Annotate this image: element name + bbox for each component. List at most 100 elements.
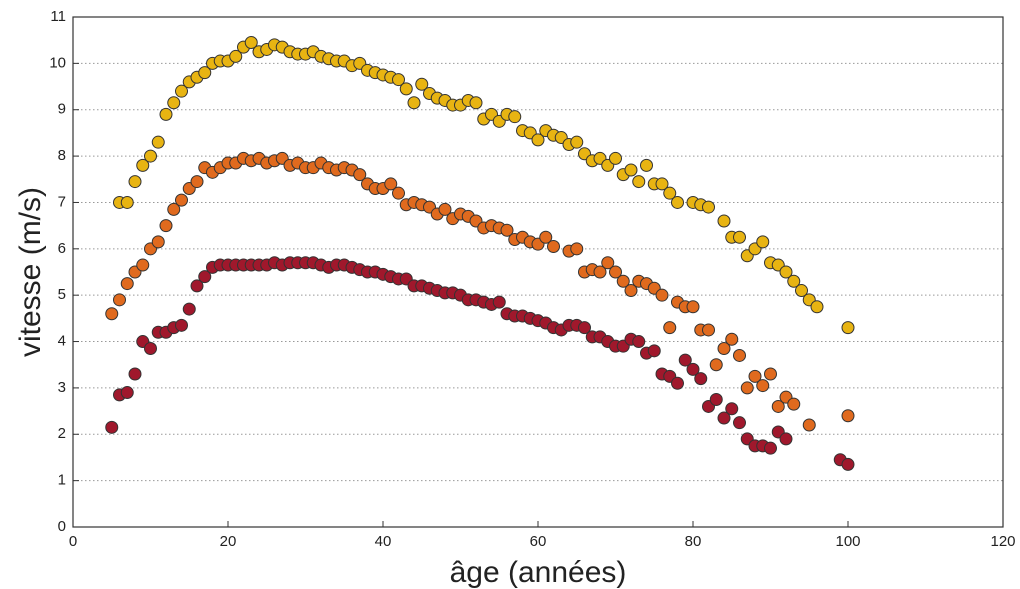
data-point	[779, 265, 793, 279]
data-point	[717, 342, 731, 355]
x-axis-label: âge (années)	[450, 556, 627, 589]
data-point	[384, 177, 398, 191]
data-point	[136, 158, 150, 172]
y-tick-label: 4	[58, 333, 66, 350]
data-point	[229, 49, 243, 63]
x-tick-label: 80	[685, 533, 702, 550]
data-point	[748, 369, 762, 383]
y-tick-label: 0	[58, 518, 66, 535]
data-point	[105, 420, 119, 434]
data-point	[810, 300, 824, 314]
data-point	[128, 175, 142, 189]
data-point	[438, 202, 452, 216]
data-point	[725, 332, 739, 346]
data-point	[841, 409, 855, 423]
data-point	[167, 202, 181, 216]
data-point	[787, 274, 801, 288]
y-tick-label: 7	[58, 193, 66, 210]
data-point	[136, 258, 150, 272]
data-point	[764, 441, 777, 455]
data-point	[709, 358, 723, 372]
data-point	[120, 277, 134, 291]
y-tick-label: 2	[58, 425, 66, 442]
data-point	[570, 135, 584, 149]
data-point	[756, 235, 770, 249]
y-tick-label: 10	[49, 54, 66, 71]
data-point	[244, 36, 258, 49]
data-point	[671, 195, 684, 209]
data-point	[694, 372, 708, 386]
x-tick-label: 0	[69, 533, 77, 550]
data-point	[601, 256, 615, 270]
data-point	[632, 335, 646, 349]
data-point	[740, 381, 754, 395]
data-point	[795, 284, 808, 298]
data-point	[640, 158, 653, 172]
y-tick-label: 9	[58, 101, 66, 118]
data-point	[678, 353, 692, 367]
data-point	[144, 342, 157, 355]
x-tick-label: 40	[375, 533, 392, 550]
data-point	[175, 84, 188, 98]
data-point	[663, 321, 677, 335]
data-point	[702, 323, 715, 337]
data-point	[392, 73, 405, 87]
data-point	[733, 230, 746, 244]
y-tick-label: 3	[58, 379, 66, 396]
data-point	[198, 66, 212, 80]
data-point	[159, 219, 173, 233]
data-point	[547, 240, 560, 253]
data-point	[190, 175, 204, 189]
data-point	[120, 386, 134, 400]
data-point	[182, 302, 196, 316]
data-point	[593, 265, 607, 279]
data-point	[159, 107, 173, 121]
y-tick-label: 5	[58, 286, 66, 303]
data-point	[508, 110, 522, 124]
y-tick-label: 1	[58, 472, 66, 489]
data-point	[105, 307, 119, 321]
data-point	[686, 362, 700, 376]
data-point	[151, 135, 165, 149]
data-point	[733, 416, 746, 430]
data-point	[647, 344, 661, 358]
x-tick-label: 20	[220, 533, 237, 550]
data-point	[841, 457, 855, 471]
data-point	[624, 163, 638, 177]
data-point	[609, 151, 622, 165]
data-point	[128, 367, 142, 381]
data-point	[609, 265, 622, 279]
x-tick-label: 120	[990, 533, 1015, 550]
plot-frame	[72, 16, 1004, 528]
x-tick-label: 100	[835, 533, 860, 550]
data-point	[771, 399, 785, 413]
data-point	[717, 214, 731, 228]
data-point	[175, 318, 188, 332]
data-point	[469, 96, 483, 110]
data-point	[120, 195, 134, 209]
data-point	[709, 393, 723, 406]
data-point	[353, 168, 367, 182]
data-point	[392, 186, 405, 200]
data-point	[113, 293, 126, 307]
y-tick-label: 6	[58, 240, 66, 257]
data-point	[492, 295, 506, 309]
data-point	[624, 284, 638, 298]
data-point	[725, 402, 739, 416]
data-point	[802, 418, 816, 432]
data-point	[175, 193, 188, 207]
data-point	[717, 411, 731, 425]
data-point	[655, 288, 669, 302]
data-point	[570, 242, 584, 256]
data-point	[415, 77, 429, 91]
data-point	[756, 379, 770, 393]
data-point	[702, 200, 715, 214]
data-point	[632, 175, 646, 189]
data-point	[671, 376, 684, 390]
data-point	[151, 235, 165, 249]
data-point	[616, 274, 630, 288]
data-point	[655, 177, 669, 191]
data-point	[167, 96, 181, 110]
